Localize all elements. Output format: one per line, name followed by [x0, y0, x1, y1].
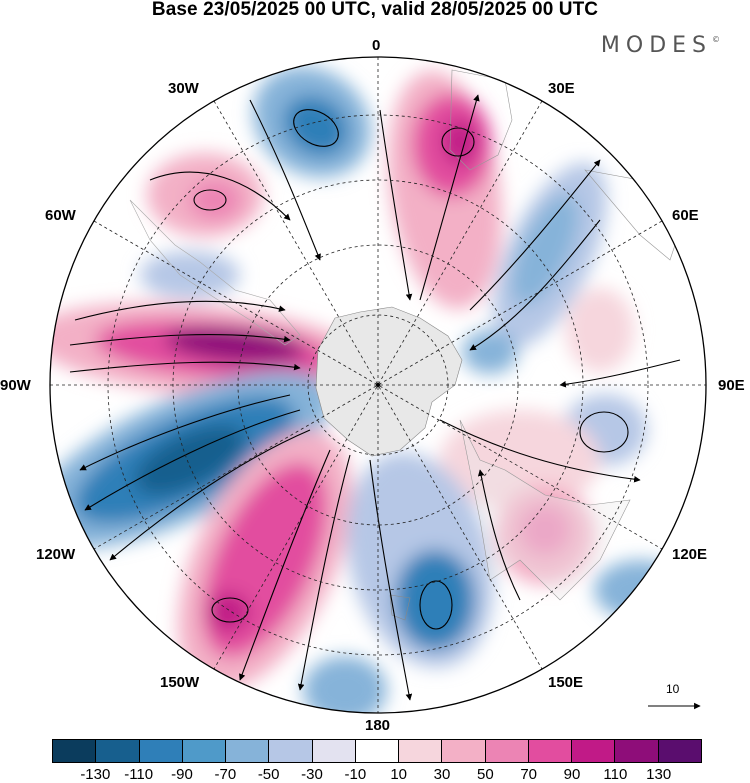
colorbar-swatch	[615, 740, 659, 762]
lon-label-90w: 90W	[0, 377, 31, 394]
colorbar-tick-label: -110	[124, 766, 154, 783]
colorbar-tick-label: -70	[214, 766, 237, 783]
colorbar-swatch	[355, 740, 400, 762]
colorbar-swatch	[226, 740, 270, 762]
colorbar-tick-label: 90	[563, 766, 581, 783]
colorbar	[52, 739, 702, 763]
map-disc	[50, 57, 706, 713]
colorbar-tick-label: 50	[476, 766, 494, 783]
lon-label-150w: 150W	[160, 674, 200, 691]
wind-streamlines	[69, 94, 681, 701]
colorbar-swatch	[528, 740, 573, 762]
graticule	[50, 57, 706, 713]
colorbar-tick-label: 110	[603, 766, 628, 783]
anomaly-field	[50, 66, 686, 713]
colorbar-swatch	[312, 740, 356, 762]
chart-title: Base 23/05/2025 00 UTC, valid 28/05/2025…	[151, 0, 599, 20]
colorbar-swatch	[182, 740, 227, 762]
brand-name: MODES	[600, 33, 712, 58]
colorbar-tick-label: -30	[301, 766, 323, 783]
colorbar-tick-label: 70	[520, 766, 537, 783]
lon-label-60w: 60W	[45, 207, 76, 224]
colorbar-swatch	[485, 740, 529, 762]
lon-label-120e: 120E	[672, 546, 708, 563]
lon-label-30w: 30W	[168, 80, 199, 97]
lon-label-120w: 120W	[36, 546, 76, 563]
brand-mark: ©	[712, 35, 720, 44]
colorbar-tick-label: -50	[257, 766, 280, 783]
antarctica-land	[315, 306, 463, 457]
colorbar-tick-label: 10	[390, 766, 407, 783]
colorbar-swatch	[53, 740, 97, 762]
reference-vector-label: 10	[666, 682, 680, 696]
lon-label-60e: 60E	[672, 207, 699, 224]
colorbar-tick-label: -10	[344, 766, 367, 783]
colorbar-swatch	[269, 740, 313, 762]
colorbar-swatch	[572, 740, 616, 762]
lon-label-150e: 150E	[548, 674, 584, 691]
colorbar-tick-label: -130	[80, 766, 111, 783]
lon-label-30e: 30E	[548, 80, 575, 97]
colorbar-tick-label: -90	[171, 766, 193, 783]
colorbar-swatch	[399, 740, 443, 762]
colorbar-swatch	[139, 740, 183, 762]
colorbar-swatch	[658, 740, 701, 762]
colorbar-swatch	[442, 740, 486, 762]
colorbar-tick-label: 30	[433, 766, 451, 783]
colorbar-swatch	[96, 740, 140, 762]
lon-label-180: 180	[365, 717, 391, 734]
lon-label-0: 0	[372, 37, 381, 54]
lon-label-90e: 90E	[718, 377, 745, 394]
modes-logo: MODES©	[601, 33, 720, 58]
map-boundary	[49, 56, 707, 714]
colorbar-tick-label: 130	[646, 766, 672, 783]
